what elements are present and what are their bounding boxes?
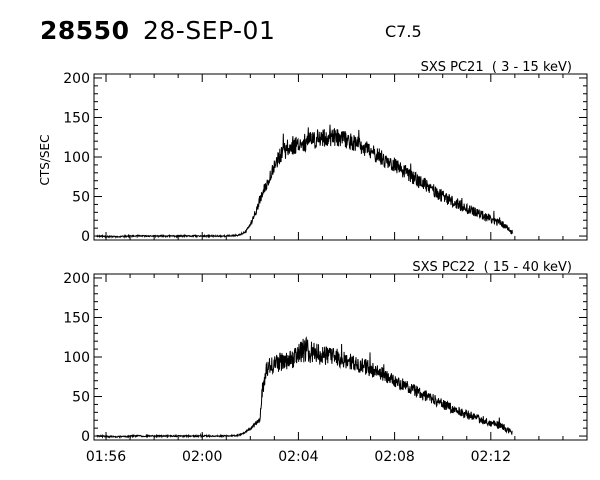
flare-class: C7.5 <box>385 22 422 41</box>
panel-pc21-ytick-label: 150 <box>63 110 90 126</box>
panel-pc22-title: SXS PC22 ( 15 - 40 keV) <box>412 260 572 275</box>
event-date: 28-SEP-01 <box>143 16 276 45</box>
panel-pc22-ytick-label: 50 <box>72 390 90 406</box>
panel-pc21-frame <box>93 73 588 241</box>
panel-pc21-ytick-label: 0 <box>81 229 90 245</box>
x-tick-label: 02:08 <box>374 449 414 465</box>
panel-pc21-ytick-label: 200 <box>63 71 90 87</box>
panel-pc21: SXS PC21 ( 3 - 15 keV) CTS/SEC 0 50 100 150… <box>38 60 588 245</box>
x-tick-label: 02:04 <box>278 449 318 465</box>
panel-pc22: SXS PC22 ( 15 - 40 keV) 0 50 100 150 200 <box>63 260 588 445</box>
x-tick-label: 01:56 <box>86 449 126 465</box>
panel-pc21-ytick-label: 50 <box>72 190 90 206</box>
x-tick-label: 02:00 <box>182 449 222 465</box>
x-tick-labels: 01:56 02:00 02:04 02:08 02:12 <box>86 449 511 465</box>
panel-pc22-ytick-label: 0 <box>81 429 90 445</box>
panel-pc21-ytick-label: 100 <box>63 150 90 166</box>
panel-pc22-ytick-label: 150 <box>63 310 90 326</box>
panel-pc22-light-curve <box>95 336 513 439</box>
panel-pc21-title: SXS PC21 ( 3 - 15 keV) <box>421 60 572 75</box>
panel-pc22-ytick-label: 100 <box>63 350 90 366</box>
panel-pc21-light-curve <box>96 124 513 239</box>
panel-pc22-ytick-label: 200 <box>63 271 90 287</box>
panel-pc21-ylabel: CTS/SEC <box>38 135 52 186</box>
event-id: 28550 <box>40 16 130 45</box>
x-tick-label: 02:12 <box>471 449 511 465</box>
